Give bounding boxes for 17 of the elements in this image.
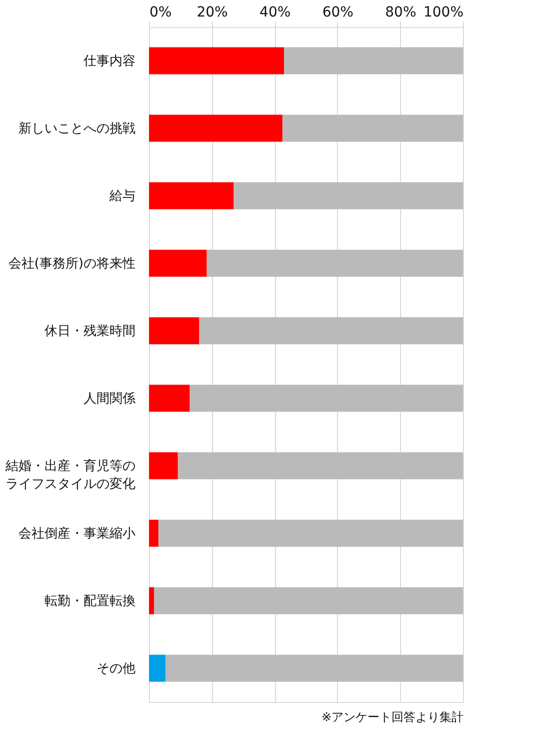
x-tick-label: 100% — [423, 4, 464, 20]
y-tick-label: 給与 — [108, 188, 136, 204]
y-tick-label: 仕事内容 — [82, 52, 136, 69]
y-tick-label: 会社倒産・事業縮小 — [18, 525, 136, 542]
y-tick-label: その他 — [96, 661, 136, 676]
text: ※アンケート回答より集計 — [321, 710, 464, 724]
y-tick-label: 転勤・配置転換 — [44, 594, 136, 609]
y-tick-label: 新しいことへの挑戦 — [18, 121, 136, 136]
x-tick-label: 40% — [260, 4, 291, 20]
x-tick-label: 60% — [322, 4, 354, 20]
x-tick-label: 80% — [385, 4, 416, 20]
x-tick-label: 20% — [196, 4, 228, 20]
y-tick-label: 人間関係 — [84, 391, 136, 406]
y-tick-label: 結婚・出産・育児等のライフスタイルの変化 — [4, 458, 136, 492]
y-tick-label: 会社(事務所)の将来性 — [8, 256, 136, 272]
y-tick-label: 休日・残業時間 — [44, 324, 136, 339]
x-tick-label: 0% — [150, 4, 172, 20]
